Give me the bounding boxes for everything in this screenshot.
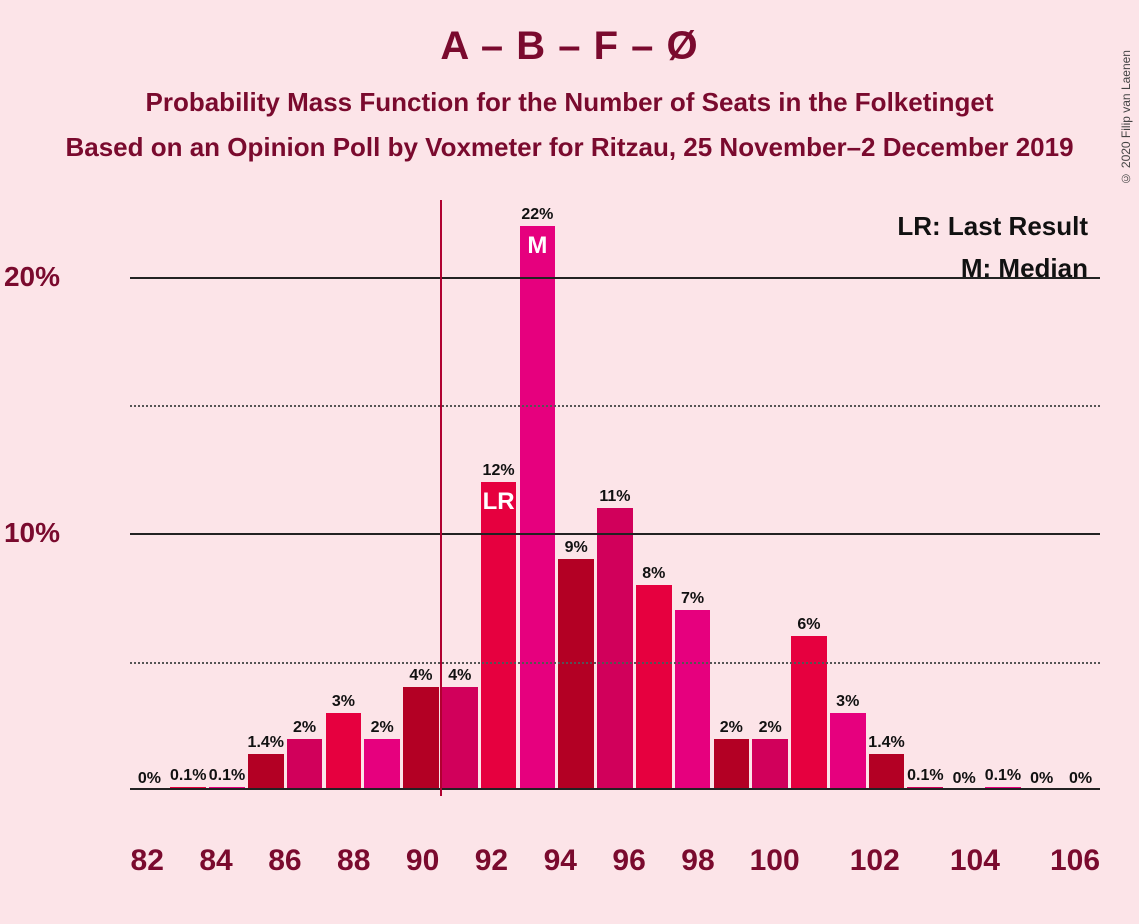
bar-slot: 0%: [1061, 200, 1100, 790]
chart-bar: [830, 713, 866, 790]
chart-bar: [675, 610, 711, 790]
chart-bar: [248, 754, 284, 790]
chart-bar: [520, 226, 556, 790]
pmf-chart: 10%20% LR: Last Result M: Median 0%0.1%0…: [60, 200, 1100, 830]
chart-bar: [714, 739, 750, 790]
bar-slot: 0.1%: [906, 200, 945, 790]
x-axis-label: 96: [612, 844, 646, 878]
chart-bar: [364, 739, 400, 790]
bar-value-label: 9%: [557, 539, 596, 557]
bar-slot: 9%: [557, 200, 596, 790]
bar-slot: 0%: [130, 200, 169, 790]
y-axis-label: 10%: [0, 517, 60, 549]
bar-value-label: 8%: [634, 565, 673, 583]
y-axis-label: 20%: [0, 261, 60, 293]
bar-value-label: 0%: [945, 770, 984, 788]
gridline-minor: [130, 662, 1100, 664]
bar-slot: 4%: [440, 200, 479, 790]
bar-slot: 0%: [945, 200, 984, 790]
x-axis-label: 104: [950, 844, 1000, 878]
bar-value-label: 0%: [1022, 770, 1061, 788]
last-result-line: [440, 200, 442, 796]
x-axis-label: 84: [199, 844, 233, 878]
bar-value-label: 0.1%: [984, 767, 1023, 785]
x-axis-label: 100: [750, 844, 800, 878]
chart-bar: [481, 482, 517, 790]
bar-slot: 11%: [596, 200, 635, 790]
x-axis-label: 98: [681, 844, 715, 878]
bar-slot: 2%: [712, 200, 751, 790]
chart-bar: [752, 739, 788, 790]
bar-slot: 3%: [828, 200, 867, 790]
bar-value-label: 4%: [440, 667, 479, 685]
chart-bar: [558, 559, 594, 790]
bar-value-label: 0.1%: [906, 767, 945, 785]
bar-value-label: 0%: [1061, 770, 1100, 788]
bar-value-label: 0.1%: [208, 767, 247, 785]
bar-slot: 1.4%: [867, 200, 906, 790]
bar-slot: 2%: [285, 200, 324, 790]
bar-slot: 12% LR: [479, 200, 518, 790]
bar-inner-label: M: [518, 232, 557, 260]
chart-bar: [869, 754, 905, 790]
gridline-major: [130, 277, 1100, 279]
chart-bar: [287, 739, 323, 790]
bar-value-label: 2%: [712, 719, 751, 737]
chart-bar: [442, 687, 478, 790]
bar-value-label: 2%: [285, 719, 324, 737]
chart-bar: [597, 508, 633, 790]
bar-value-label: 1.4%: [246, 734, 285, 752]
bar-slot: 0.1%: [169, 200, 208, 790]
chart-title: A – B – F – Ø: [0, 0, 1139, 69]
bar-value-label: 0.1%: [169, 767, 208, 785]
bar-value-label: 2%: [751, 719, 790, 737]
bar-value-label: 3%: [828, 693, 867, 711]
chart-subtitle-2: Based on an Opinion Poll by Voxmeter for…: [0, 132, 1139, 163]
bar-slot: 0%: [1022, 200, 1061, 790]
chart-bar: [636, 585, 672, 790]
x-axis-label: 90: [405, 844, 439, 878]
bar-value-label: 3%: [324, 693, 363, 711]
gridline-minor: [130, 405, 1100, 407]
bar-slot: 0.1%: [984, 200, 1023, 790]
bar-value-label: 22%: [518, 206, 557, 224]
chart-bar: [326, 713, 362, 790]
bar-slot: 2%: [751, 200, 790, 790]
bar-slot: 3%: [324, 200, 363, 790]
bar-inner-label: LR: [479, 488, 518, 516]
bar-value-label: 6%: [790, 616, 829, 634]
bar-slot: 7%: [673, 200, 712, 790]
x-axis-label: 82: [130, 844, 164, 878]
bar-value-label: 4%: [402, 667, 441, 685]
gridline-major: [130, 533, 1100, 535]
bar-slot: 2%: [363, 200, 402, 790]
chart-subtitle-1: Probability Mass Function for the Number…: [0, 87, 1139, 118]
x-axis-label: 106: [1050, 844, 1100, 878]
x-axis-label: 92: [474, 844, 508, 878]
bar-value-label: 11%: [596, 488, 635, 506]
x-axis-line: [130, 788, 1100, 790]
bar-slot: 6%: [790, 200, 829, 790]
x-axis-label: 94: [543, 844, 577, 878]
copyright-text: © 2020 Filip van Laenen: [1119, 50, 1133, 185]
bar-value-label: 7%: [673, 590, 712, 608]
bar-slot: 1.4%: [246, 200, 285, 790]
bar-slot: 0.1%: [208, 200, 247, 790]
chart-bar: [791, 636, 827, 790]
x-axis-label: 102: [850, 844, 900, 878]
bar-slot: 22% M: [518, 200, 557, 790]
chart-bar: [403, 687, 439, 790]
bar-value-label: 1.4%: [867, 734, 906, 752]
bar-value-label: 12%: [479, 462, 518, 480]
bar-value-label: 2%: [363, 719, 402, 737]
bar-slot: 8%: [634, 200, 673, 790]
bar-value-label: 0%: [130, 770, 169, 788]
x-axis-label: 88: [337, 844, 371, 878]
bar-slot: 4%: [402, 200, 441, 790]
x-axis-label: 86: [268, 844, 302, 878]
